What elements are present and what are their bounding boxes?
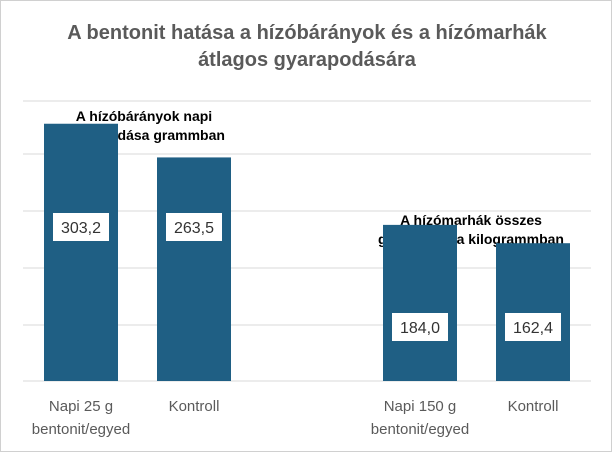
bar (157, 157, 231, 381)
data-label-box (505, 313, 561, 341)
data-label: 184,0 (400, 320, 440, 337)
data-label-box (53, 213, 109, 241)
category-label: Kontroll (169, 398, 220, 415)
chart-title-line: A bentonit hatása a hízóbárányok és a hí… (67, 22, 547, 44)
data-label-box (166, 213, 222, 241)
category-label: bentonit/egyed (371, 421, 469, 438)
data-label: 162,4 (513, 320, 553, 337)
data-label-box (392, 313, 448, 341)
category-label: Napi 25 g (49, 398, 113, 415)
bar (383, 224, 457, 381)
group-annotation-line: A hízóbárányok napi (76, 108, 212, 124)
data-label: 263,5 (174, 220, 214, 237)
category-label: Kontroll (508, 398, 559, 415)
chart-title-line: átlagos gyarapodására (198, 49, 417, 71)
category-label: Napi 150 g (384, 398, 457, 415)
group-annotation-line: A hízómarhák összes (400, 212, 542, 228)
bar (44, 123, 118, 382)
category-label: bentonit/egyed (32, 421, 130, 438)
bar (496, 243, 570, 381)
data-label: 303,2 (61, 220, 101, 237)
